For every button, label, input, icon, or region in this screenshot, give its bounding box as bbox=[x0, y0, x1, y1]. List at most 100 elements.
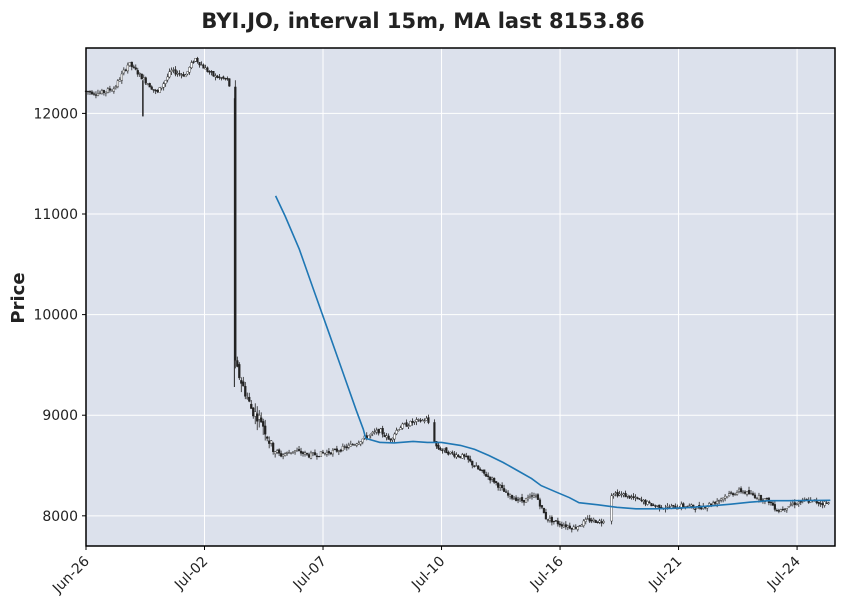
candle-body bbox=[240, 380, 243, 384]
candle-body bbox=[98, 92, 102, 95]
candle-body bbox=[598, 520, 601, 523]
candle-body bbox=[210, 71, 213, 73]
candle-body bbox=[795, 503, 798, 506]
candle-body bbox=[355, 443, 358, 446]
candle-body bbox=[465, 456, 468, 458]
moving-average-line bbox=[274, 195, 831, 510]
candle-body bbox=[377, 428, 380, 434]
candle-body bbox=[341, 446, 344, 451]
candle-body bbox=[369, 433, 372, 436]
candle-body bbox=[150, 86, 153, 90]
candle-body bbox=[439, 448, 442, 451]
candle-body bbox=[554, 520, 557, 522]
candle-body bbox=[198, 61, 201, 66]
candle-body bbox=[266, 436, 269, 439]
candle-body bbox=[282, 454, 285, 457]
candle-body bbox=[353, 444, 356, 446]
candle-body bbox=[825, 502, 828, 504]
candle-body bbox=[411, 421, 414, 424]
candle-body bbox=[467, 455, 470, 460]
candle-body bbox=[323, 452, 327, 455]
candle-body bbox=[741, 491, 745, 493]
candle-body bbox=[415, 419, 418, 422]
candle-body bbox=[558, 523, 561, 526]
candle-body bbox=[102, 90, 106, 93]
candle-body bbox=[501, 485, 504, 488]
candle-body bbox=[518, 498, 522, 501]
candle-body bbox=[124, 69, 127, 71]
candle-body bbox=[503, 488, 506, 492]
candle-body bbox=[419, 420, 422, 422]
candle-body bbox=[305, 452, 309, 455]
candle-body bbox=[475, 465, 478, 467]
candle-body bbox=[301, 452, 305, 454]
candle-body bbox=[333, 448, 336, 451]
candle-body bbox=[743, 491, 747, 494]
candle-body bbox=[759, 495, 763, 501]
candle-body bbox=[542, 507, 546, 514]
candle-body bbox=[817, 502, 820, 504]
candle-body bbox=[763, 498, 767, 503]
candle-body bbox=[532, 495, 536, 498]
candle-body bbox=[393, 433, 396, 440]
candle-body bbox=[688, 505, 691, 507]
candle-body bbox=[303, 452, 307, 455]
y-axis-label: Price bbox=[8, 272, 29, 323]
candle-body bbox=[614, 492, 617, 494]
candle-body bbox=[437, 444, 440, 449]
candle-body bbox=[327, 451, 331, 454]
candle-body bbox=[427, 417, 430, 423]
candle-body bbox=[270, 440, 273, 444]
candle-body bbox=[156, 89, 159, 92]
candle-body bbox=[508, 494, 512, 497]
candle-body bbox=[194, 58, 197, 62]
candle-body bbox=[423, 420, 426, 422]
candle-body bbox=[220, 77, 223, 79]
candle-body bbox=[487, 475, 490, 477]
candle-body bbox=[375, 430, 378, 433]
candle-body bbox=[459, 456, 462, 458]
candle-body bbox=[258, 414, 261, 420]
candle-body bbox=[724, 495, 727, 499]
candle-body bbox=[690, 504, 693, 507]
plot-frame bbox=[85, 47, 836, 547]
candle-body bbox=[628, 495, 631, 499]
candle-body bbox=[726, 496, 729, 498]
candle-body bbox=[562, 525, 565, 528]
candle-body bbox=[206, 67, 209, 72]
candle-body bbox=[821, 503, 824, 506]
candle-body bbox=[714, 502, 717, 504]
candle-body bbox=[178, 73, 181, 75]
candle-body bbox=[638, 498, 641, 500]
candle-body bbox=[86, 90, 90, 93]
candle-body bbox=[114, 86, 117, 89]
candle-body bbox=[144, 77, 147, 84]
candle-body bbox=[146, 83, 149, 85]
candle-body bbox=[584, 519, 587, 522]
candle-body bbox=[164, 80, 167, 84]
candle-body bbox=[624, 492, 627, 498]
candle-body bbox=[180, 74, 183, 76]
candle-body bbox=[483, 469, 486, 474]
candle-body bbox=[248, 396, 251, 402]
candle-body bbox=[755, 497, 759, 500]
candle-body bbox=[311, 452, 315, 454]
candle-body bbox=[556, 520, 559, 525]
candle-body bbox=[122, 69, 125, 74]
candle-body bbox=[158, 87, 161, 93]
candle-body bbox=[260, 417, 263, 423]
candle-body bbox=[106, 88, 110, 93]
candle-body bbox=[228, 78, 231, 87]
candle-body bbox=[252, 407, 255, 417]
candle-body bbox=[451, 452, 454, 454]
candle-body bbox=[278, 449, 281, 454]
candle-body bbox=[371, 431, 374, 434]
candle-body bbox=[453, 453, 456, 457]
candle-body bbox=[512, 498, 516, 500]
candle-body bbox=[582, 520, 585, 526]
candle-body bbox=[309, 452, 313, 459]
candle-body bbox=[254, 411, 257, 417]
candle-body bbox=[534, 495, 538, 497]
candle-body bbox=[421, 419, 424, 421]
candle-body bbox=[126, 64, 129, 72]
